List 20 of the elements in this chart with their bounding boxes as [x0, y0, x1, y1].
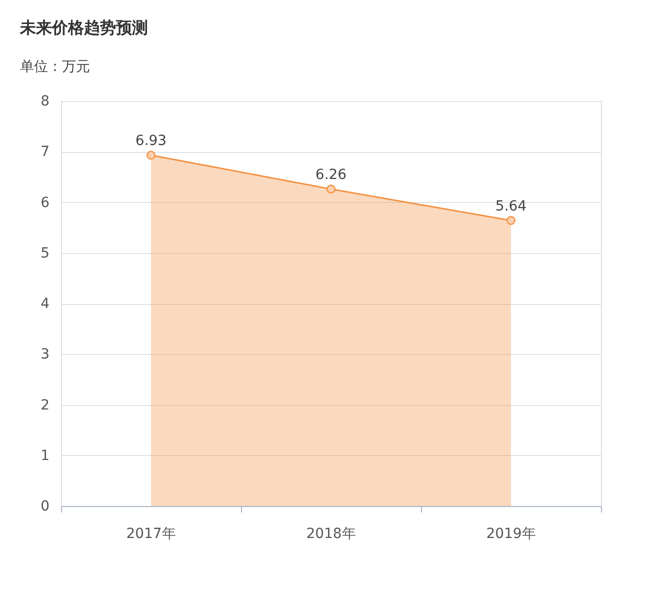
x-tick-label: 2018年	[306, 526, 356, 542]
y-tick-label: 7	[40, 144, 50, 160]
data-label: 5.64	[495, 198, 527, 214]
data-label: 6.26	[315, 167, 347, 184]
y-tick-label: 4	[40, 296, 50, 312]
point	[506, 216, 516, 225]
point	[146, 150, 156, 160]
point	[326, 184, 336, 194]
data-label: 6.93	[135, 133, 167, 150]
y-tick-label: 5	[40, 245, 50, 262]
x-tick-label: 2017年	[126, 526, 176, 542]
y-tick-label: 0	[40, 498, 50, 514]
y-tick-label: 6	[40, 194, 50, 211]
y-tick-label: 1	[40, 448, 50, 464]
y-tick-label: 8	[40, 94, 50, 110]
y-tick-label: 2	[40, 397, 50, 414]
chart-title: 未来价格趋势预测	[19, 18, 148, 37]
chart-subtitle: 单位：万元	[20, 59, 90, 75]
x-tick-label: 2019年	[486, 526, 536, 542]
y-tick-label: 3	[40, 346, 50, 363]
